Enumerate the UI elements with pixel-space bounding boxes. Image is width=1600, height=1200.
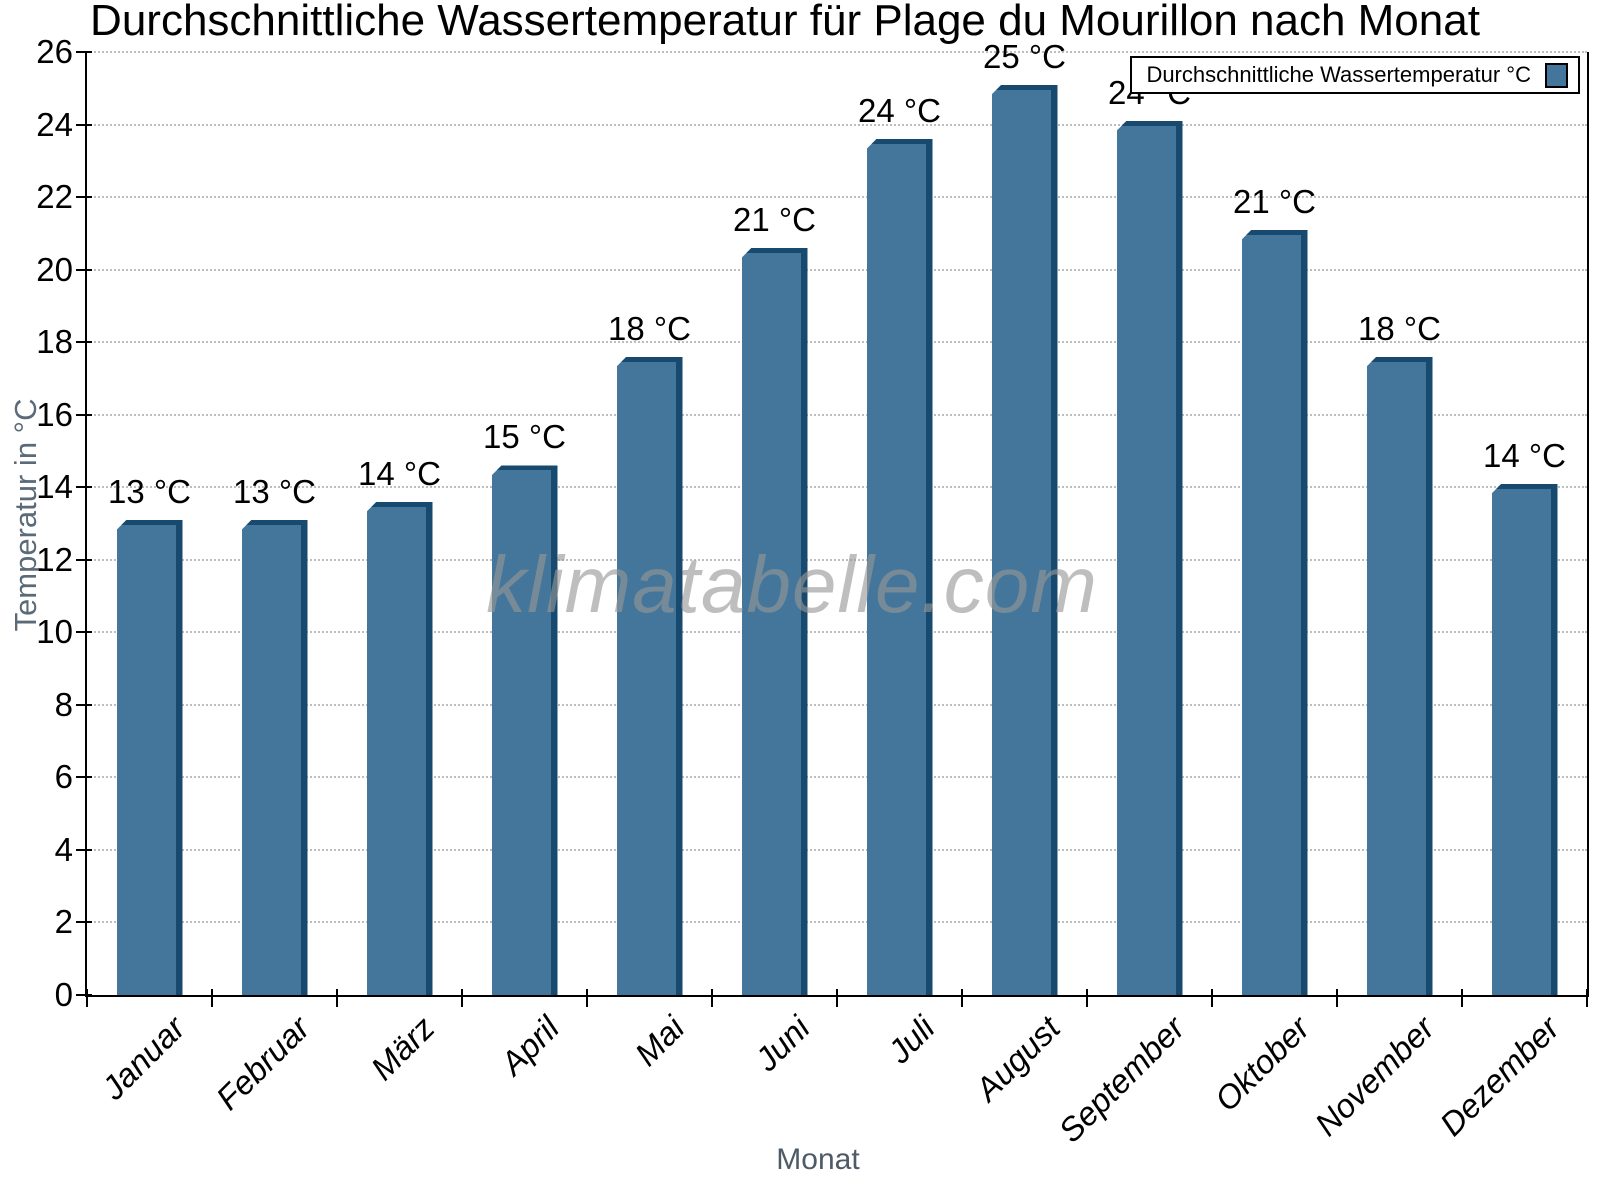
x-tick-label-november: November <box>1307 1009 1442 1143</box>
y-tick-label-16: 16 <box>36 395 73 433</box>
bar-januar <box>116 519 183 995</box>
x-tick-4 <box>586 989 588 1007</box>
bar-value-label-januar: 13 °C <box>108 472 191 510</box>
bar-juli <box>866 139 933 995</box>
bar-value-label-juni: 21 °C <box>733 200 816 238</box>
bar-value-label-februar: 13 °C <box>233 472 316 510</box>
y-tick-8 <box>76 703 92 706</box>
x-tick-label-mai: Mai <box>627 1009 692 1073</box>
x-tick-label-september: September <box>1051 1009 1192 1150</box>
x-tick-7 <box>961 989 963 1007</box>
gridline-8 <box>87 703 1587 706</box>
bar-mai <box>616 356 683 995</box>
gridline-24 <box>87 123 1587 126</box>
bar-value-label-mai: 18 °C <box>608 309 691 347</box>
y-tick-6 <box>76 776 92 779</box>
gridline-18 <box>87 341 1587 344</box>
bar-value-label-oktober: 21 °C <box>1233 182 1316 220</box>
x-tick-label-august: August <box>967 1009 1067 1108</box>
bar-august <box>991 84 1058 995</box>
x-tick-label-februar: Februar <box>208 1009 317 1117</box>
x-tick-6 <box>836 989 838 1007</box>
x-tick-label-januar: Januar <box>94 1009 192 1107</box>
x-tick-9 <box>1211 989 1213 1007</box>
y-tick-label-6: 6 <box>54 758 73 796</box>
bar-september <box>1116 120 1183 995</box>
y-tick-label-4: 4 <box>54 830 73 868</box>
y-tick-20 <box>76 268 92 271</box>
gridline-14 <box>87 486 1587 489</box>
y-tick-label-22: 22 <box>36 178 73 216</box>
gridline-16 <box>87 413 1587 416</box>
y-tick-label-2: 2 <box>54 903 73 941</box>
legend-label: Durchschnittliche Wassertemperatur °C <box>1146 62 1531 87</box>
y-tick-4 <box>76 848 92 851</box>
y-tick-16 <box>76 413 92 416</box>
bar-märz <box>366 501 433 995</box>
y-tick-12 <box>76 558 92 561</box>
x-tick-1 <box>211 989 213 1007</box>
x-tick-label-oktober: Oktober <box>1207 1009 1317 1119</box>
x-tick-8 <box>1086 989 1088 1007</box>
bar-value-label-august: 25 °C <box>983 37 1066 75</box>
bar-value-label-juli: 24 °C <box>858 92 941 130</box>
x-tick-12 <box>1586 989 1588 1007</box>
bar-oktober <box>1241 229 1308 995</box>
x-tick-label-märz: März <box>363 1009 442 1088</box>
x-tick-5 <box>711 989 713 1007</box>
gridline-2 <box>87 921 1587 924</box>
gridline-22 <box>87 196 1587 199</box>
y-tick-24 <box>76 123 92 126</box>
legend: Durchschnittliche Wassertemperatur °C <box>1130 56 1580 94</box>
x-tick-0 <box>86 989 88 1007</box>
bar-value-label-april: 15 °C <box>483 418 566 456</box>
y-tick-22 <box>76 196 92 199</box>
bar-februar <box>241 519 308 995</box>
x-tick-10 <box>1336 989 1338 1007</box>
y-tick-14 <box>76 486 92 489</box>
y-tick-2 <box>76 921 92 924</box>
x-tick-label-juni: Juni <box>747 1009 817 1078</box>
y-tick-18 <box>76 341 92 344</box>
bar-value-label-märz: 14 °C <box>358 454 441 492</box>
bar-juni <box>741 247 808 995</box>
gridline-20 <box>87 268 1587 271</box>
bar-dezember <box>1491 483 1558 995</box>
x-tick-3 <box>461 989 463 1007</box>
watermark: klimatabelle.com <box>486 540 1098 629</box>
y-tick-label-0: 0 <box>54 976 73 1013</box>
gridline-10 <box>87 631 1587 634</box>
bar-value-label-november: 18 °C <box>1358 309 1441 347</box>
gridline-4 <box>87 848 1587 851</box>
chart-title: Durchschnittliche Wassertemperatur für P… <box>90 0 1480 45</box>
y-tick-10 <box>76 631 92 634</box>
bar-november <box>1366 356 1433 995</box>
bar-value-label-dezember: 14 °C <box>1483 436 1566 474</box>
plot-area: klimatabelle.com Durchschnittliche Wasse… <box>36 33 1589 1149</box>
y-tick-label-12: 12 <box>36 540 73 578</box>
y-tick-26 <box>76 51 92 54</box>
x-tick-11 <box>1461 989 1463 1007</box>
bar-april <box>491 465 558 995</box>
gridline-26 <box>87 51 1587 54</box>
x-tick-label-juli: Juli <box>880 1009 942 1071</box>
y-tick-0 <box>76 994 92 996</box>
gridline-12 <box>87 558 1587 561</box>
legend-swatch-icon <box>1545 62 1568 88</box>
y-tick-label-26: 26 <box>36 33 73 70</box>
y-tick-label-18: 18 <box>36 323 73 361</box>
y-tick-label-8: 8 <box>54 685 73 723</box>
x-tick-label-dezember: Dezember <box>1432 1009 1567 1143</box>
gridline-6 <box>87 776 1587 779</box>
y-tick-label-14: 14 <box>36 468 73 506</box>
x-tick-2 <box>336 989 338 1007</box>
x-tick-label-april: April <box>493 1009 567 1082</box>
y-tick-label-24: 24 <box>36 105 73 143</box>
y-tick-label-10: 10 <box>36 613 73 651</box>
y-tick-label-20: 20 <box>36 250 73 288</box>
x-axis-title: Monat <box>776 1143 860 1176</box>
